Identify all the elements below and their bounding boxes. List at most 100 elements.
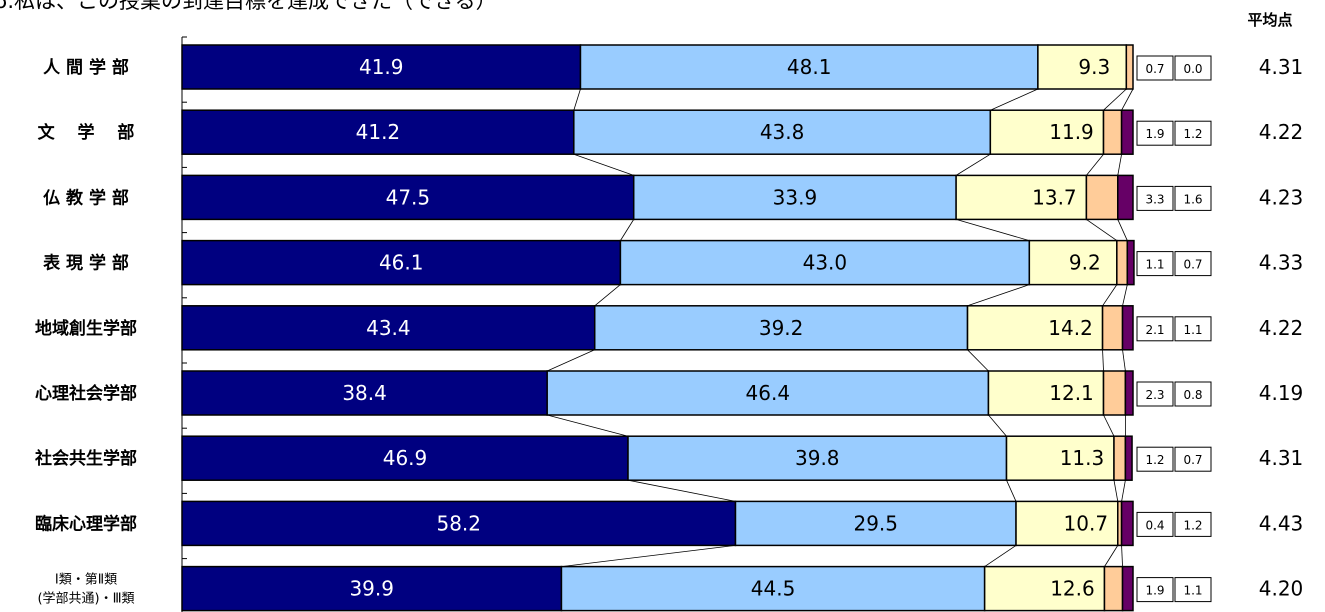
data-label: 41.9: [359, 55, 404, 79]
average-score-header: 平均点: [1247, 11, 1292, 29]
connector-line: [1117, 154, 1122, 176]
bar-segment: [181, 109, 575, 155]
value-box: [1174, 577, 1212, 603]
connector-line: [1117, 219, 1128, 241]
average-value: 4.19: [1259, 381, 1304, 405]
data-label: 10.7: [1064, 511, 1109, 535]
bar-segment: [1121, 305, 1134, 351]
category-label: 仏 教 学 部: [43, 187, 129, 208]
data-label: 38.4: [342, 381, 387, 405]
bar-segment: [1101, 305, 1124, 351]
connector-line: [1122, 284, 1128, 306]
value-box: [1136, 381, 1174, 407]
bar-segment: [1125, 44, 1134, 90]
bar-segment: [1124, 370, 1134, 416]
bar-segment: [955, 174, 1088, 221]
bar-segment: [1102, 109, 1123, 155]
connector-line: [1086, 219, 1118, 241]
data-label: 33.9: [773, 185, 818, 209]
data-label: 13.7: [1032, 185, 1077, 209]
data-label: 1.2: [1145, 453, 1164, 467]
value-box: [1136, 185, 1174, 211]
data-label: 0.0: [1183, 62, 1202, 76]
bar-segment: [627, 435, 1008, 481]
data-label: 47.5: [386, 185, 431, 209]
bar-segment: [181, 44, 582, 90]
data-label: 12.6: [1050, 577, 1095, 601]
average-value: 4.31: [1259, 55, 1304, 79]
bar-segment: [1102, 370, 1127, 416]
bar-segment: [966, 305, 1104, 351]
connector-line: [1121, 480, 1126, 502]
average-value: 4.31: [1259, 446, 1304, 470]
data-label: 41.2: [356, 120, 401, 144]
connector-line: [561, 545, 736, 567]
bar-segment: [1015, 500, 1119, 547]
bar-segment: [1028, 239, 1118, 286]
value-box: [1174, 446, 1212, 472]
connector-line: [1102, 284, 1118, 307]
value-box: [1174, 55, 1212, 81]
average-value: 4.43: [1259, 511, 1304, 535]
data-label: 48.1: [787, 55, 832, 79]
bar-segment: [1126, 239, 1135, 286]
average-value: 4.33: [1259, 251, 1304, 275]
value-box: [1136, 446, 1174, 472]
connector-line: [1113, 480, 1119, 502]
connector-line: [1102, 349, 1104, 372]
category-label: 臨床心理学部: [35, 513, 137, 534]
data-label: 46.4: [746, 381, 791, 405]
bar-segment: [1103, 565, 1124, 612]
connector-line: [1121, 88, 1134, 111]
average-values: 4.31 4.22 4.23 4.33 4.22 4.19 4.31 4.43 4.20: [1259, 55, 1304, 601]
connector-line: [547, 414, 629, 437]
data-label: 46.1: [379, 251, 424, 275]
connector-line: [967, 284, 1030, 307]
bar-segment: [181, 239, 622, 286]
average-value: 4.22: [1259, 316, 1304, 340]
category-label: 心理社会学部: [35, 383, 137, 404]
data-label: 14.2: [1048, 316, 1093, 340]
connector-line: [1104, 545, 1119, 567]
value-box: [1174, 511, 1212, 537]
data-label: 1.1: [1145, 258, 1164, 272]
data-label: 43.4: [366, 316, 411, 340]
data-label: 43.8: [760, 120, 805, 144]
value-box: [1174, 381, 1212, 407]
bar-segment: [560, 565, 986, 612]
bar-segment: [181, 500, 737, 547]
data-label: 0.7: [1183, 258, 1202, 272]
connector-line: [990, 88, 1039, 111]
value-box: [1174, 120, 1212, 146]
data-label: 2.3: [1145, 388, 1164, 402]
chart-title: 6.私は、この授業の到達目標を達成できた（できる）: [0, 0, 497, 13]
bar-segment: [579, 44, 1039, 90]
bar-segment: [1085, 174, 1119, 221]
data-label: 1.9: [1145, 584, 1164, 598]
bar-segment: [1005, 435, 1115, 481]
value-box: [1174, 316, 1212, 342]
connector-lines: [547, 88, 1134, 567]
data-label: 1.2: [1183, 518, 1202, 532]
data-label: 1.6: [1183, 192, 1202, 206]
connector-line: [955, 153, 991, 176]
data-label: 12.1: [1049, 381, 1094, 405]
connector-line: [988, 414, 1007, 437]
connector-line: [1006, 480, 1017, 502]
bar-segment: [181, 565, 563, 612]
bar-segment: [989, 109, 1105, 155]
data-label: 11.9: [1049, 120, 1094, 144]
data-label: 9.2: [1069, 251, 1101, 275]
bar-segment: [1113, 435, 1127, 481]
value-box: [1136, 251, 1174, 277]
data-label: 0.7: [1145, 62, 1164, 76]
connector-line: [573, 153, 634, 176]
data-label: 0.8: [1183, 388, 1202, 402]
value-box: [1136, 55, 1174, 81]
bar-segment: [593, 305, 969, 351]
value-box: [1174, 185, 1212, 211]
data-label: 39.2: [759, 316, 804, 340]
value-box: [1136, 511, 1174, 537]
bar-series: [181, 44, 1135, 612]
